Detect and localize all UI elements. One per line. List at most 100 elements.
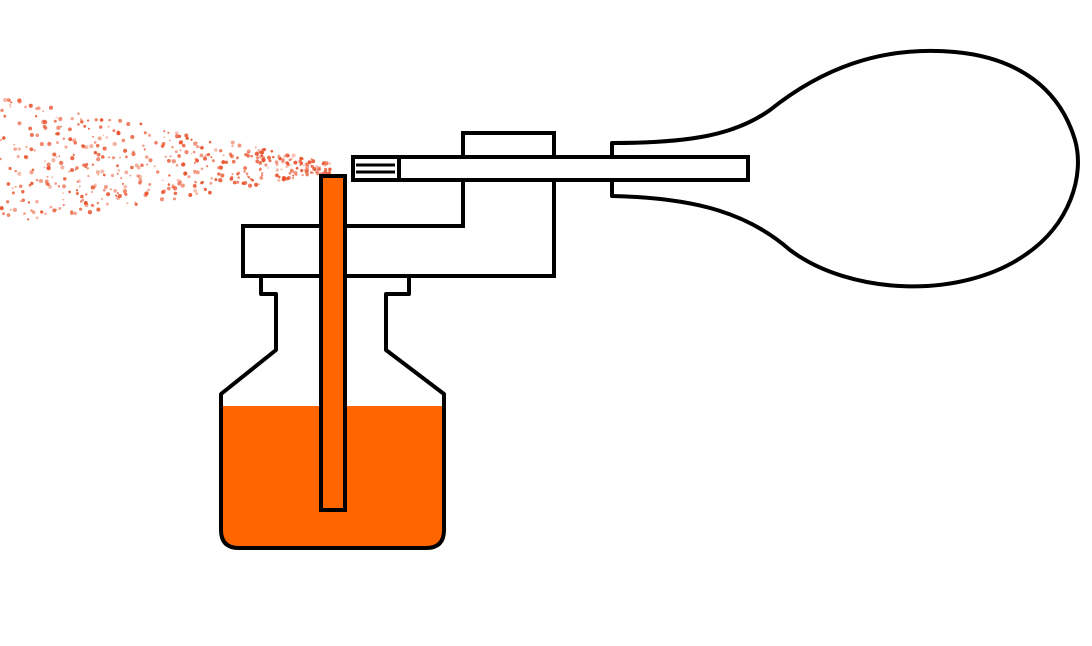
mist-droplet <box>293 170 298 175</box>
mist-droplet <box>112 141 117 147</box>
mist-droplet <box>8 166 12 171</box>
mist-droplet <box>220 173 225 178</box>
mist-droplet <box>61 184 67 189</box>
mist-droplet <box>21 198 25 202</box>
mist-droplet <box>44 179 49 184</box>
mist-droplet <box>105 202 109 206</box>
mist-droplet <box>168 174 171 177</box>
mist-droplet <box>229 177 234 181</box>
mist-droplet <box>95 170 100 175</box>
mist-droplet <box>11 187 14 190</box>
mist-droplet <box>101 154 104 157</box>
mist-droplet <box>323 164 327 167</box>
mist-droplet <box>183 171 188 176</box>
mist-droplet <box>103 185 108 189</box>
mist-droplet <box>24 105 27 109</box>
mist-droplet <box>203 187 208 192</box>
mist-droplet <box>254 182 259 187</box>
mist-droplet <box>194 180 197 184</box>
mist-droplet <box>275 163 279 167</box>
mist-droplet <box>245 172 248 175</box>
mist-droplet <box>35 178 39 182</box>
mist-droplet <box>53 119 57 123</box>
mist-droplet <box>124 155 128 159</box>
mist-droplet <box>232 180 237 185</box>
mist-droplet <box>20 200 22 203</box>
pump-body <box>241 131 556 278</box>
mist-droplet <box>175 134 179 139</box>
mist-droplet <box>75 166 79 170</box>
mist-droplet <box>106 192 111 197</box>
mist-droplet <box>156 170 160 174</box>
mist-droplet <box>259 150 265 155</box>
mist-droplet <box>67 127 72 132</box>
mist-droplet <box>42 110 45 113</box>
mist-droplet <box>198 146 201 149</box>
mist-droplet <box>91 204 95 208</box>
mist-droplet <box>9 208 12 211</box>
mist-droplet <box>304 169 309 174</box>
mist-droplet <box>163 136 166 139</box>
mist-droplet <box>80 120 84 124</box>
mist-droplet <box>281 175 287 181</box>
mist-droplet <box>3 97 8 103</box>
mist-droplet <box>206 165 209 168</box>
mist-droplet <box>138 179 143 183</box>
mist-droplet <box>96 202 100 205</box>
mist-droplet <box>260 174 263 177</box>
mist-droplet <box>281 158 285 162</box>
mist-droplet <box>17 99 22 104</box>
mist-droplet <box>143 131 147 135</box>
mist-droplet <box>231 159 236 164</box>
mist-droplet <box>147 133 152 137</box>
mist-droplet <box>328 162 331 165</box>
mist-droplet <box>19 184 23 188</box>
mist-droplet <box>107 125 110 128</box>
mist-droplet <box>290 157 293 160</box>
mist-droplet <box>17 171 22 176</box>
mist-droplet <box>261 148 264 151</box>
mist-droplet <box>199 153 204 158</box>
mist-droplet <box>102 134 105 137</box>
mist-droplet <box>130 165 134 170</box>
mist-droplet <box>62 204 65 206</box>
mist-droplet <box>246 154 250 158</box>
mist-droplet <box>217 172 221 176</box>
mist-droplet <box>311 159 316 164</box>
mist-droplet <box>166 186 171 191</box>
mist-droplet <box>254 151 260 156</box>
mist-droplet <box>285 161 290 165</box>
mist-droplet <box>121 138 126 143</box>
mist-droplet <box>266 155 272 160</box>
mist-droplet <box>214 148 218 152</box>
mist-droplet <box>235 156 239 160</box>
mist-droplet <box>119 156 122 159</box>
mist-droplet <box>310 164 313 167</box>
mist-droplet <box>195 192 199 196</box>
mist-droplet <box>236 180 240 184</box>
mist-droplet <box>70 116 74 121</box>
mist-droplet <box>31 210 36 215</box>
mist-droplet <box>193 188 198 193</box>
mist-droplet <box>180 183 185 188</box>
mist-droplet <box>134 202 138 206</box>
mist-droplet <box>255 159 260 164</box>
mist-droplet <box>214 178 218 182</box>
mist-droplet <box>44 160 47 163</box>
mist-droplet <box>231 173 234 175</box>
mist-droplet <box>28 126 33 131</box>
mist-droplet <box>25 145 28 149</box>
mist-droplet <box>277 154 281 157</box>
mist-droplet <box>63 177 67 181</box>
mist-droplet <box>83 201 88 205</box>
mist-droplet <box>196 159 200 163</box>
mist-droplet <box>204 153 208 157</box>
mist-droplet <box>142 144 145 147</box>
mist-droplet <box>231 144 234 148</box>
mist-droplet <box>14 169 17 173</box>
mist-droplet <box>13 147 17 151</box>
mist-droplet <box>325 172 328 174</box>
mist-droplet <box>38 178 44 184</box>
nozzle <box>351 155 401 182</box>
mist-droplet <box>46 165 51 171</box>
